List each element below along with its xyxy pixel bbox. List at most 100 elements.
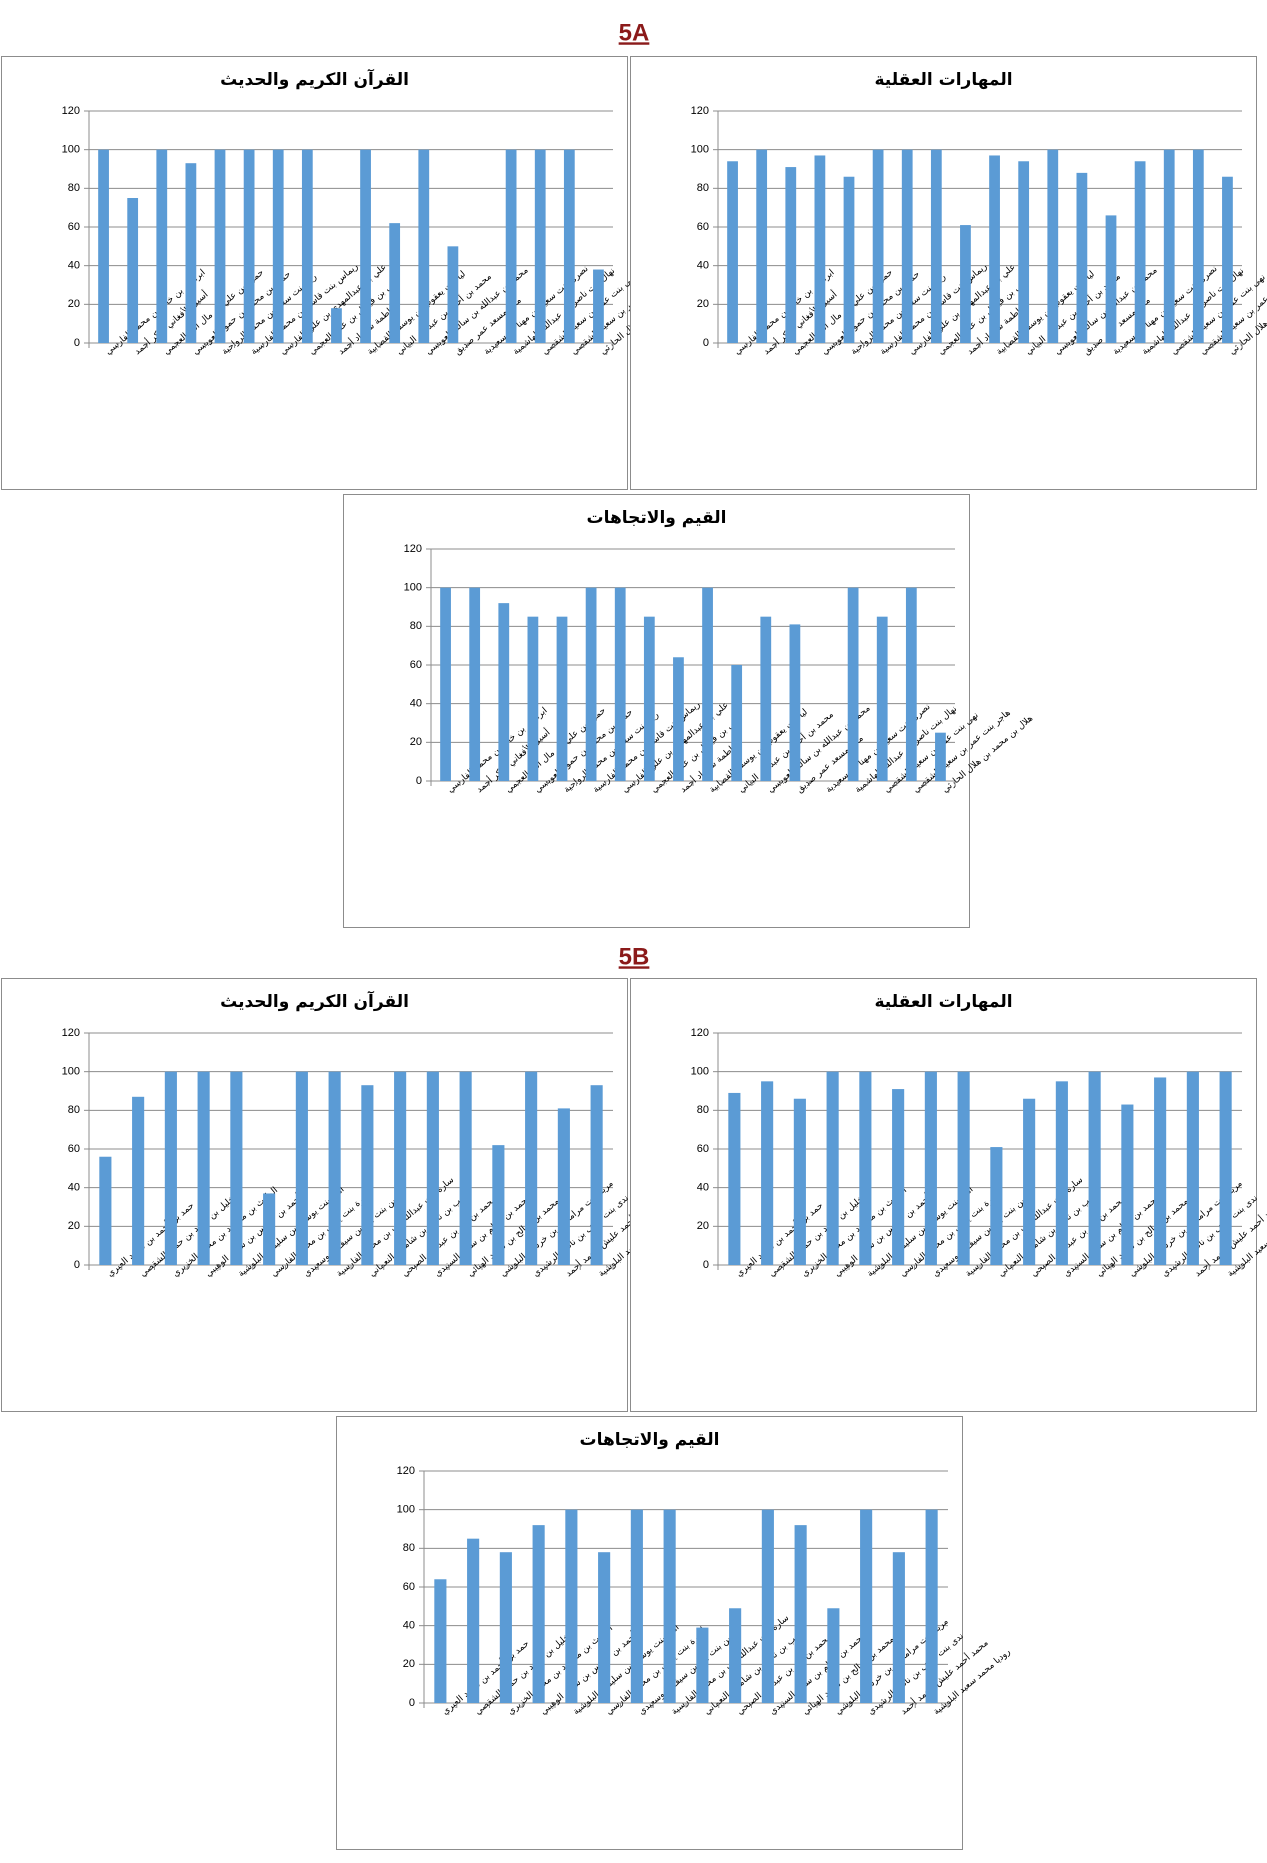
bar [1121,1104,1134,1265]
bar [459,1071,472,1265]
bar [1163,149,1175,343]
bar [1076,172,1088,343]
y-tick-label: 40 [697,1182,709,1194]
chart: القرآن الكريم والحديث020406080100120ابرا… [1,56,693,490]
y-tick-label: 0 [703,1259,709,1271]
y-tick-label: 60 [403,1581,415,1593]
bar [434,1579,447,1703]
bar [859,1071,872,1265]
bar [1047,149,1059,343]
bar [761,1509,774,1703]
bar [1105,215,1117,343]
bar [440,587,451,781]
y-tick-label: 100 [691,1066,709,1078]
chart-title: القيم والاتجاهات [580,1430,720,1450]
y-tick-label: 120 [62,1027,80,1039]
chart-frame [343,494,970,928]
bar [164,1071,177,1265]
bar [827,1608,840,1703]
bar [593,269,604,343]
bar [426,1071,439,1265]
bar [532,1525,545,1703]
chart-frame [630,56,1257,490]
bar [563,149,575,343]
bar [1219,1071,1232,1265]
bar [389,223,401,343]
bar [263,1193,276,1265]
section-heading: 5B [619,943,650,970]
chart-frame [1,56,628,490]
bar [1192,149,1204,343]
bar [527,616,539,781]
chart: القرآن الكريم والحديث020406080100120حمد … [1,978,678,1412]
bar [892,1552,905,1703]
bar [1023,1098,1036,1265]
bar [728,1092,741,1265]
bar [360,149,371,343]
bar [673,657,684,781]
y-tick-label: 60 [68,1143,80,1155]
bar [492,1145,505,1265]
y-tick-label: 120 [62,105,80,117]
bar [447,246,459,343]
chart-title: المهارات العقلية [874,70,1012,90]
bar [243,149,255,343]
bar [872,149,884,343]
y-tick-label: 20 [697,1220,709,1232]
bar [696,1627,709,1703]
bar [361,1085,374,1265]
bar [1186,1071,1199,1265]
bar [826,1071,839,1265]
y-tick-label: 80 [697,182,709,194]
y-tick-label: 80 [68,1104,80,1116]
bar [847,587,859,781]
bar [761,1081,774,1265]
bar [989,155,1000,343]
y-tick-label: 0 [74,337,80,349]
y-tick-label: 0 [74,1259,80,1271]
bar [565,1509,578,1703]
bar [272,149,284,343]
bar [663,1509,676,1703]
bar [556,616,568,781]
y-tick-label: 80 [410,620,422,632]
y-tick-label: 0 [703,337,709,349]
y-tick-label: 20 [410,736,422,748]
bar [925,1509,938,1703]
bar [534,149,546,343]
chart-title: القيم والاتجاهات [587,508,727,528]
bar [214,149,226,343]
bar [924,1071,937,1265]
y-tick-label: 20 [697,298,709,310]
bar [498,603,510,781]
bar [590,1085,603,1265]
bar [99,1156,112,1265]
bar [331,308,342,343]
bar [499,1552,512,1703]
y-tick-label: 40 [697,260,709,272]
y-tick-label: 40 [68,1182,80,1194]
bar [98,149,109,343]
bar [156,149,168,343]
bar [185,163,197,343]
y-tick-label: 100 [62,144,80,156]
y-tick-label: 100 [397,1504,415,1516]
chart-title: المهارات العقلية [874,992,1012,1012]
bar [197,1071,210,1265]
bar [1154,1077,1167,1265]
y-tick-label: 60 [697,221,709,233]
y-tick-label: 40 [410,698,422,710]
bar [729,1608,742,1703]
bar [785,167,797,343]
y-tick-label: 100 [62,1066,80,1078]
bar [957,1071,970,1265]
y-tick-label: 0 [416,775,422,787]
chart-title: القرآن الكريم والحديث [220,990,409,1012]
y-tick-label: 0 [409,1697,415,1709]
bar [467,1538,480,1703]
bar [727,161,738,343]
bar [525,1071,538,1265]
y-tick-label: 120 [691,105,709,117]
